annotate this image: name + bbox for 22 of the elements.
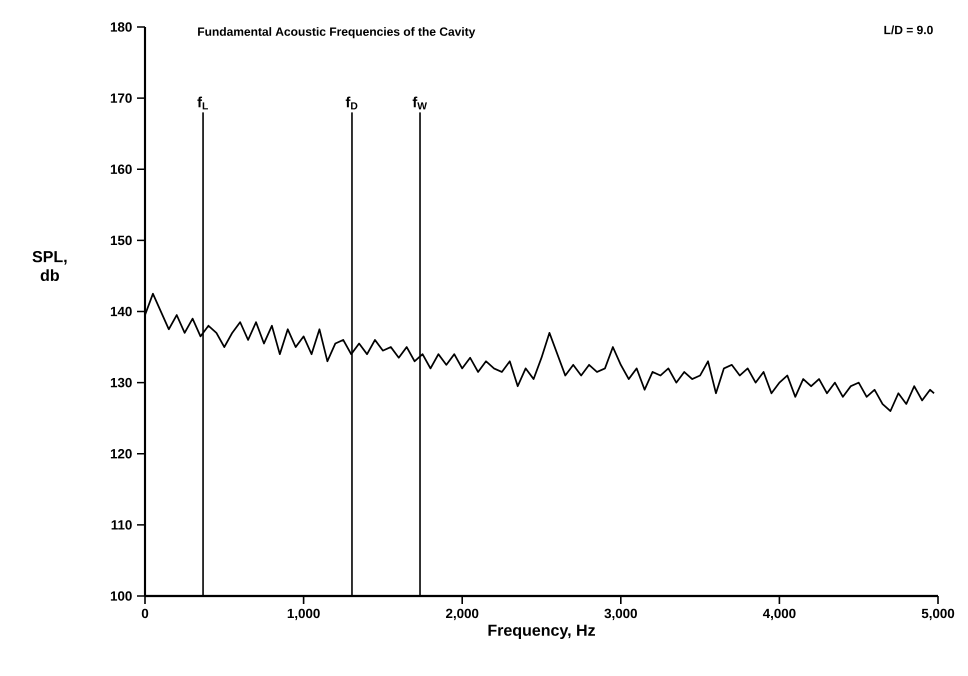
y-tick-label: 140 <box>110 306 132 316</box>
y-tick-label: 180 <box>110 22 132 32</box>
x-tick-label: 4,000 <box>762 608 796 620</box>
y-tick-label: 150 <box>110 236 132 246</box>
ref-line-label: f$_{L}$ <box>197 96 208 110</box>
y-axis-title: SPL, db <box>32 250 67 281</box>
x-tick-label: 3,000 <box>604 608 637 620</box>
ref-line-label: f$_{D}$ <box>346 96 358 110</box>
x-axis-title: Frequency, Hz <box>488 624 595 640</box>
ref-line-label: f$_{W}$ <box>412 96 427 110</box>
y-tick-label: 170 <box>110 93 132 103</box>
y-tick-label: 100 <box>110 591 132 601</box>
chart-title: Fundamental Acoustic Frequencies of the Cavity <box>198 27 476 38</box>
x-tick-label: 2,000 <box>446 608 478 620</box>
x-tick-label: 5,000 <box>922 608 954 620</box>
y-tick-label: 120 <box>110 449 132 458</box>
y-tick-label: 160 <box>110 164 132 174</box>
annotation: L/D = 9.0 <box>884 25 933 34</box>
x-tick-label: 1,000 <box>288 608 320 620</box>
y-tick-label: 130 <box>110 378 132 388</box>
y-tick-label: 110 <box>112 520 132 530</box>
x-tick-label: 0 <box>142 608 148 618</box>
